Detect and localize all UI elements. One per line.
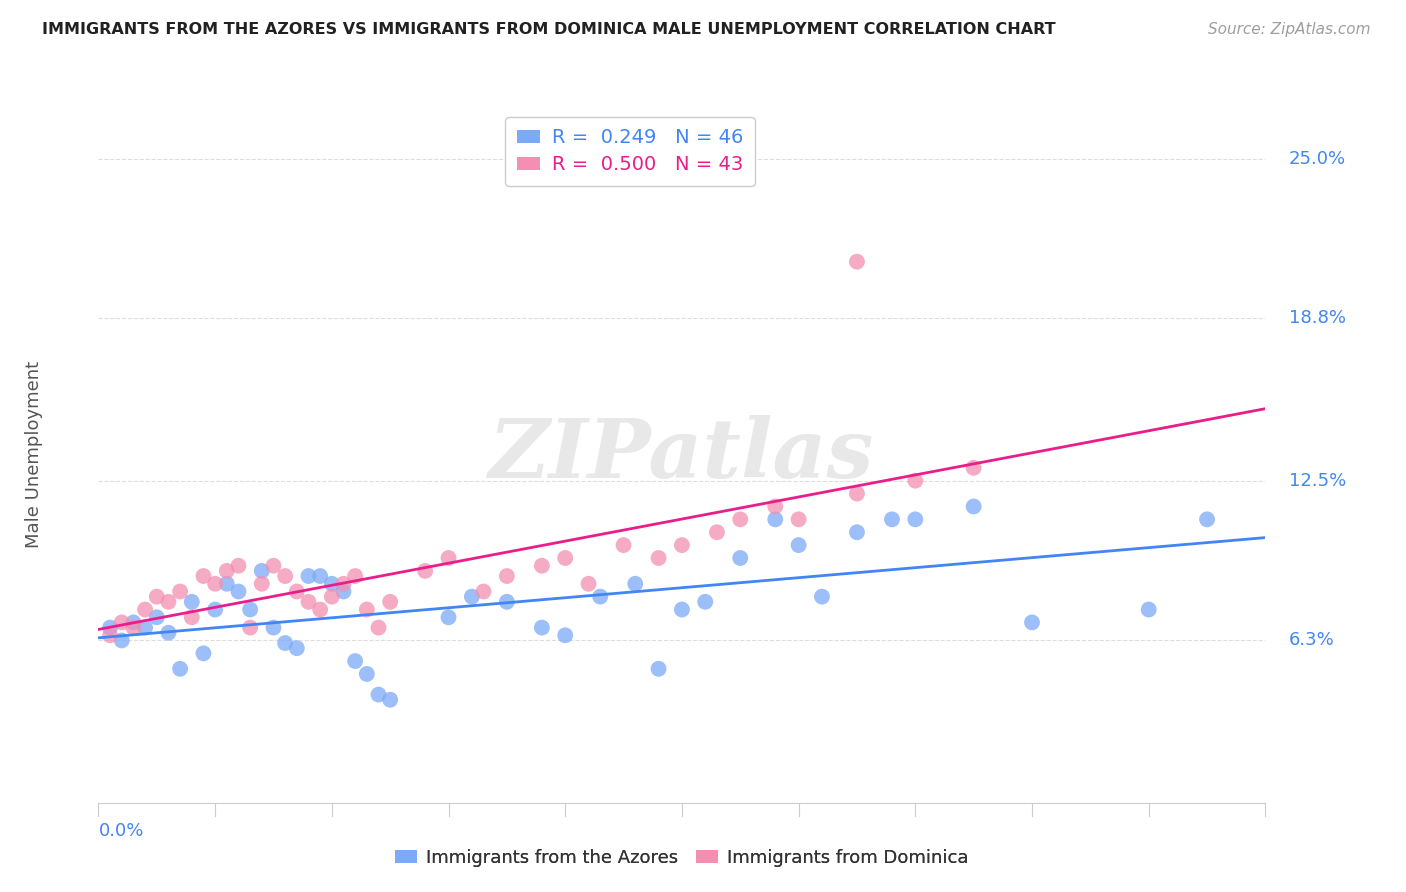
Point	[297, 595, 319, 609]
Point	[612, 538, 634, 552]
Point	[811, 590, 834, 604]
Point	[321, 590, 343, 604]
Point	[146, 610, 169, 624]
Point	[624, 576, 647, 591]
Text: 6.3%: 6.3%	[1289, 632, 1334, 649]
Point	[671, 538, 693, 552]
Point	[332, 576, 354, 591]
Point	[239, 621, 262, 635]
Point	[647, 662, 669, 676]
Point	[962, 460, 984, 475]
Point	[728, 551, 751, 566]
Text: IMMIGRANTS FROM THE AZORES VS IMMIGRANTS FROM DOMINICA MALE UNEMPLOYMENT CORRELA: IMMIGRANTS FROM THE AZORES VS IMMIGRANTS…	[42, 22, 1056, 37]
Point	[122, 615, 145, 630]
Text: 0.0%: 0.0%	[98, 822, 143, 840]
Text: 12.5%: 12.5%	[1289, 472, 1346, 490]
Point	[344, 569, 367, 583]
Point	[332, 584, 354, 599]
Point	[367, 688, 389, 702]
Point	[111, 615, 134, 630]
Point	[262, 621, 284, 635]
Point	[285, 641, 308, 656]
Point	[530, 558, 553, 573]
Point	[98, 621, 121, 635]
Point	[309, 602, 332, 616]
Point	[378, 692, 402, 706]
Point	[378, 595, 402, 609]
Point	[356, 602, 378, 616]
Point	[962, 500, 984, 514]
Point	[228, 584, 250, 599]
Point	[437, 551, 460, 566]
Point	[111, 633, 134, 648]
Text: Male Unemployment: Male Unemployment	[25, 361, 44, 549]
Point	[904, 474, 927, 488]
Legend: Immigrants from the Azores, Immigrants from Dominica: Immigrants from the Azores, Immigrants f…	[388, 841, 976, 874]
Point	[169, 662, 191, 676]
Point	[1021, 615, 1043, 630]
Point	[1137, 602, 1160, 616]
Point	[845, 254, 868, 268]
Point	[98, 628, 121, 642]
Point	[845, 525, 868, 540]
Point	[321, 576, 343, 591]
Point	[728, 512, 751, 526]
Point	[134, 602, 156, 616]
Point	[695, 595, 717, 609]
Point	[204, 602, 226, 616]
Point	[215, 564, 238, 578]
Point	[671, 602, 693, 616]
Point	[250, 576, 273, 591]
Point	[309, 569, 332, 583]
Point	[274, 569, 297, 583]
Point	[589, 590, 612, 604]
Point	[763, 500, 786, 514]
Point	[356, 667, 378, 681]
Point	[239, 602, 262, 616]
Point	[413, 564, 436, 578]
Point	[495, 569, 517, 583]
Point	[1195, 512, 1218, 526]
Point	[578, 576, 600, 591]
Point	[367, 621, 389, 635]
Text: ZIPatlas: ZIPatlas	[489, 415, 875, 495]
Point	[787, 512, 810, 526]
Point	[157, 595, 180, 609]
Point	[706, 525, 728, 540]
Text: Source: ZipAtlas.com: Source: ZipAtlas.com	[1208, 22, 1371, 37]
Point	[647, 551, 669, 566]
Point	[157, 625, 180, 640]
Point	[472, 584, 495, 599]
Point	[787, 538, 810, 552]
Point	[134, 621, 156, 635]
Point	[763, 512, 786, 526]
Point	[285, 584, 308, 599]
Point	[180, 595, 202, 609]
Point	[193, 569, 215, 583]
Point	[215, 576, 238, 591]
Point	[554, 628, 576, 642]
Point	[437, 610, 460, 624]
Text: 18.8%: 18.8%	[1289, 310, 1346, 327]
Point	[530, 621, 553, 635]
Point	[344, 654, 367, 668]
Point	[274, 636, 297, 650]
Point	[461, 590, 484, 604]
Point	[193, 646, 215, 660]
Point	[204, 576, 226, 591]
Point	[180, 610, 202, 624]
Point	[122, 621, 145, 635]
Point	[297, 569, 319, 583]
Point	[880, 512, 903, 526]
Point	[554, 551, 576, 566]
Point	[495, 595, 517, 609]
Point	[228, 558, 250, 573]
Point	[250, 564, 273, 578]
Point	[169, 584, 191, 599]
Point	[845, 486, 868, 500]
Point	[262, 558, 284, 573]
Point	[904, 512, 927, 526]
Point	[146, 590, 169, 604]
Text: 25.0%: 25.0%	[1289, 150, 1346, 168]
